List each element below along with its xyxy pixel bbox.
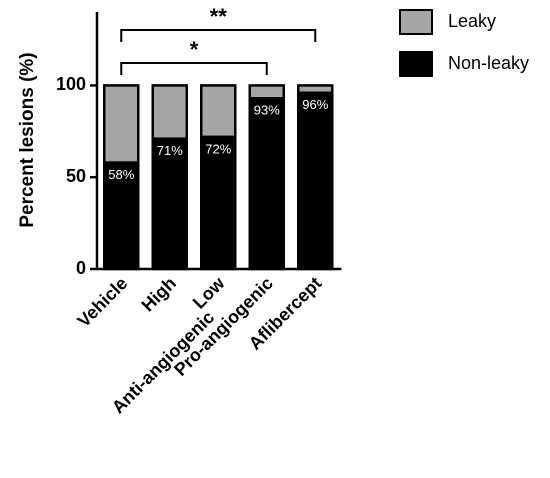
value-label: 93% — [254, 103, 280, 118]
y-axis-title: Percent lesions (%) — [17, 52, 38, 227]
legend-swatch — [399, 9, 433, 35]
x-tick-label: Vehicle — [73, 273, 131, 331]
legend-label: Non-leaky — [448, 53, 529, 73]
significance-label: * — [190, 37, 199, 62]
x-tick-label: Low — [189, 272, 229, 312]
legend-label: Leaky — [448, 11, 496, 31]
bar-segment — [248, 84, 285, 100]
y-tick-label: 0 — [76, 258, 86, 278]
value-label: 58% — [108, 167, 134, 182]
bar-segment — [103, 84, 140, 164]
bar-segment — [200, 84, 237, 139]
bar-segment — [297, 84, 334, 95]
value-label: 96% — [302, 97, 328, 112]
bar-segment — [248, 97, 285, 271]
significance-label: ** — [210, 4, 228, 29]
bar-segment — [151, 84, 188, 140]
significance-bracket — [120, 62, 268, 75]
bar-segment — [297, 91, 334, 271]
value-label: 71% — [157, 143, 183, 158]
x-tick-label: High — [138, 273, 180, 315]
significance-bracket — [120, 29, 317, 42]
legend-swatch — [399, 51, 433, 77]
value-label: 72% — [205, 141, 231, 156]
bar-segment — [151, 137, 188, 271]
y-tick-label: 50 — [66, 166, 86, 186]
bar-segment — [200, 135, 237, 271]
bar-segment — [103, 161, 140, 271]
y-tick-label: 100 — [56, 74, 86, 94]
